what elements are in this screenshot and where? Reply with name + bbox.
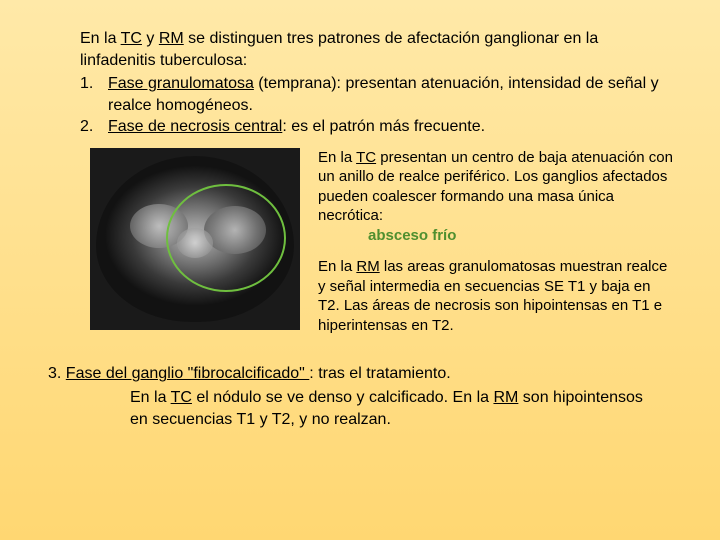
- item3-head-b: : tras el tratamiento.: [309, 365, 450, 382]
- right-column: En la TC presentan un centro de baja ate…: [318, 148, 680, 348]
- intro-paragraph: En la TC y RM se distinguen tres patrone…: [80, 28, 670, 71]
- right-para-tc: En la TC presentan un centro de baja ate…: [318, 148, 674, 246]
- item3-tc: TC: [171, 389, 192, 406]
- item1-number: 1.: [80, 73, 108, 116]
- item3-heading: 3. Fase del ganglio "fibrocalcificado" :…: [48, 363, 680, 385]
- item3-body-b: el nódulo se ve denso y calcificado. En …: [192, 389, 494, 406]
- rp1-a: En la: [318, 149, 356, 166]
- middle-row: En la TC presentan un centro de baja ate…: [90, 148, 680, 348]
- list-item-3: 3. Fase del ganglio "fibrocalcificado" :…: [40, 363, 680, 430]
- intro-text-1: En la: [80, 30, 121, 47]
- item3-num: 3.: [48, 365, 66, 382]
- item1-text: Fase granulomatosa (temprana): presentan…: [108, 73, 680, 116]
- item1-phase: Fase granulomatosa: [108, 75, 254, 92]
- item2-text: Fase de necrosis central: es el patrón m…: [108, 116, 680, 138]
- item2-number: 2.: [80, 116, 108, 138]
- intro-rm: RM: [159, 30, 184, 47]
- item3-rm: RM: [493, 389, 518, 406]
- intro-tc: TC: [121, 30, 142, 47]
- item3-phase: Fase del ganglio "fibrocalcificado": [66, 365, 310, 382]
- intro-text-2: y: [142, 30, 159, 47]
- right-para-rm: En la RM las areas granulomatosas muestr…: [318, 257, 674, 335]
- ct-scan-image: [90, 148, 300, 330]
- item2-phase: Fase de necrosis central: [108, 118, 282, 135]
- item3-body-a: En la: [130, 389, 171, 406]
- list-item-1: 1. Fase granulomatosa (temprana): presen…: [80, 73, 680, 116]
- slide-content: En la TC y RM se distinguen tres patrone…: [0, 0, 720, 450]
- rp2-a: En la: [318, 258, 356, 275]
- absceso-frio: absceso frío: [368, 226, 674, 246]
- phase-list: 1. Fase granulomatosa (temprana): presen…: [80, 73, 680, 138]
- annotation-ellipse: [166, 184, 286, 292]
- rp1-tc: TC: [356, 149, 376, 166]
- item3-body: En la TC el nódulo se ve denso y calcifi…: [130, 387, 660, 430]
- list-item-2: 2. Fase de necrosis central: es el patró…: [80, 116, 680, 138]
- rp2-rm: RM: [356, 258, 379, 275]
- item2-rest: : es el patrón más frecuente.: [282, 118, 485, 135]
